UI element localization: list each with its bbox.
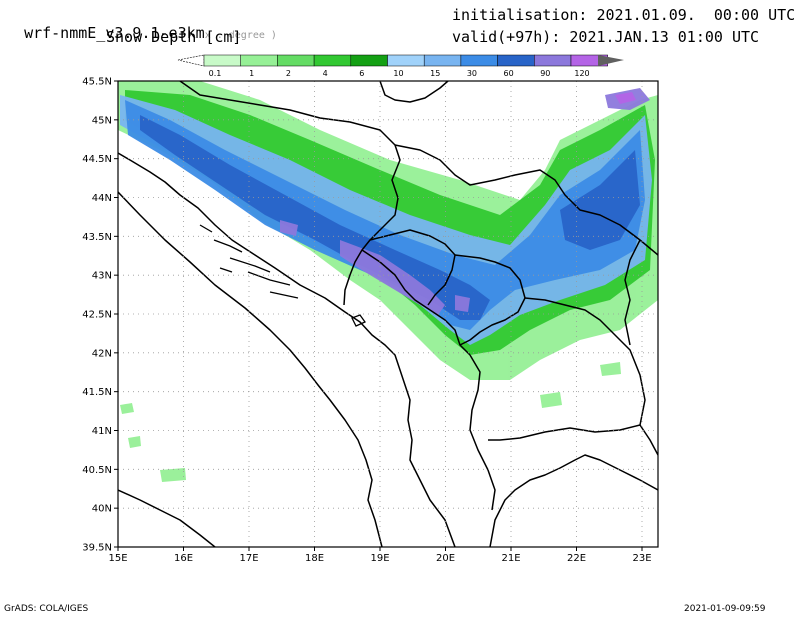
colorbar-label: 60 (504, 69, 514, 78)
lat-label: 40.5N (82, 465, 112, 476)
colorbar-label: 1 (249, 69, 254, 78)
kosovo-border (454, 254, 526, 346)
model-name: wrf-nmmE_v3.9.1-e3km (24, 24, 205, 42)
lat-label: 43.5N (82, 232, 112, 243)
colorbar-boxes (203, 54, 608, 67)
colorbar-box (240, 54, 278, 67)
colorbar-under-arrow (177, 54, 205, 67)
lat-label: 45.5N (82, 77, 112, 88)
albania-border (469, 354, 496, 511)
footer-credit: GrADS: COLA/IGES (4, 604, 89, 614)
colorbar-box (313, 54, 352, 67)
italy-heel (118, 489, 216, 547)
lon-label: 23E (632, 553, 651, 564)
colorbar-label: 90 (540, 69, 550, 78)
colorbar-over-arrow (598, 55, 624, 66)
colorbar-label: 6 (359, 69, 364, 78)
colorbar-label: 120 (574, 69, 589, 78)
colorbar-label: 15 (430, 69, 440, 78)
macedonia-border (488, 297, 646, 441)
colorbar-label: 30 (467, 69, 477, 78)
greece-border (639, 424, 658, 456)
longitude-labels: 15E 16E 17E 18E 19E 20E 21E 22E 23E (108, 547, 652, 564)
colorbar-box (534, 54, 572, 67)
colorbar-box (423, 54, 462, 67)
colorbar-labels: 0.1 1 2 4 6 10 15 30 60 90 120 (209, 69, 590, 78)
colorbar-box (387, 54, 425, 67)
borders (118, 81, 658, 547)
lat-label: 41.5N (82, 387, 112, 398)
adriatic-coast-east (118, 152, 456, 547)
lon-label: 20E (436, 553, 455, 564)
model-suffix: x . degree ) (204, 30, 277, 41)
lake-scutari (351, 314, 366, 327)
lat-label: 43N (92, 271, 112, 282)
colorbar-label: 0.1 (209, 69, 222, 78)
lon-label: 19E (370, 553, 389, 564)
italy-coast (118, 191, 383, 547)
island-brac (229, 257, 271, 273)
lat-label: 40N (92, 504, 112, 515)
valid-time: valid(+97h): 2021.JAN.13 01:00 UTC (452, 28, 760, 46)
hungary-border (379, 81, 449, 103)
colorbar-box (497, 54, 535, 67)
lat-label: 44N (92, 193, 112, 204)
colorbar-box (350, 54, 388, 67)
islands (199, 224, 366, 327)
grid (118, 81, 658, 547)
field-title: Snow Depth [cm] (106, 28, 242, 46)
colorbar: 0.1 1 2 4 6 10 15 30 60 90 120 (177, 54, 624, 78)
colorbar-label: 10 (393, 69, 403, 78)
croatia-border (179, 81, 401, 306)
map-area: 45.5N 45N 44.5N 44N 43.5N 43N 42.5N 42N 41.5N 41N… (82, 77, 659, 564)
lon-label: 22E (567, 553, 586, 564)
lat-label: 39.5N (82, 543, 112, 554)
island-pag (199, 224, 213, 233)
lat-label: 42N (92, 348, 112, 359)
lon-label: 18E (305, 553, 324, 564)
lon-label: 17E (239, 553, 258, 564)
montenegro-border (361, 249, 471, 356)
init-time: initialisation: 2021.01.09. 00:00 UTC (452, 6, 796, 24)
lat-label: 42.5N (82, 310, 112, 321)
latitude-labels: 45.5N 45N 44.5N 44N 43.5N 43N 42.5N 42N 41.5N 41N… (82, 77, 118, 554)
colorbar-box (460, 54, 498, 67)
lon-label: 16E (174, 553, 193, 564)
serbia-border (394, 144, 658, 256)
lon-label: 21E (501, 553, 520, 564)
island-krk (213, 239, 243, 253)
bosnia-border (369, 229, 456, 306)
lat-label: 44.5N (82, 154, 112, 165)
footer-timestamp: 2021-01-09-09:59 (684, 604, 766, 614)
colorbar-label: 2 (286, 69, 291, 78)
snow-layer-blue (125, 100, 645, 330)
island-korcula (269, 291, 299, 299)
bulgaria-border (624, 239, 641, 346)
model-title: wrf-nmmE_v3.9.1-e3kmx . degree ) (6, 6, 277, 42)
colorbar-box (203, 54, 241, 67)
island-vis (219, 267, 233, 273)
lon-label: 15E (108, 553, 127, 564)
greece-coast (489, 454, 658, 547)
snow-layer-violet (615, 92, 636, 104)
colorbar-label: 4 (323, 69, 328, 78)
lat-label: 41N (92, 426, 112, 437)
lat-label: 45N (92, 115, 112, 126)
colorbar-box (277, 54, 315, 67)
island-hvar (247, 271, 291, 286)
